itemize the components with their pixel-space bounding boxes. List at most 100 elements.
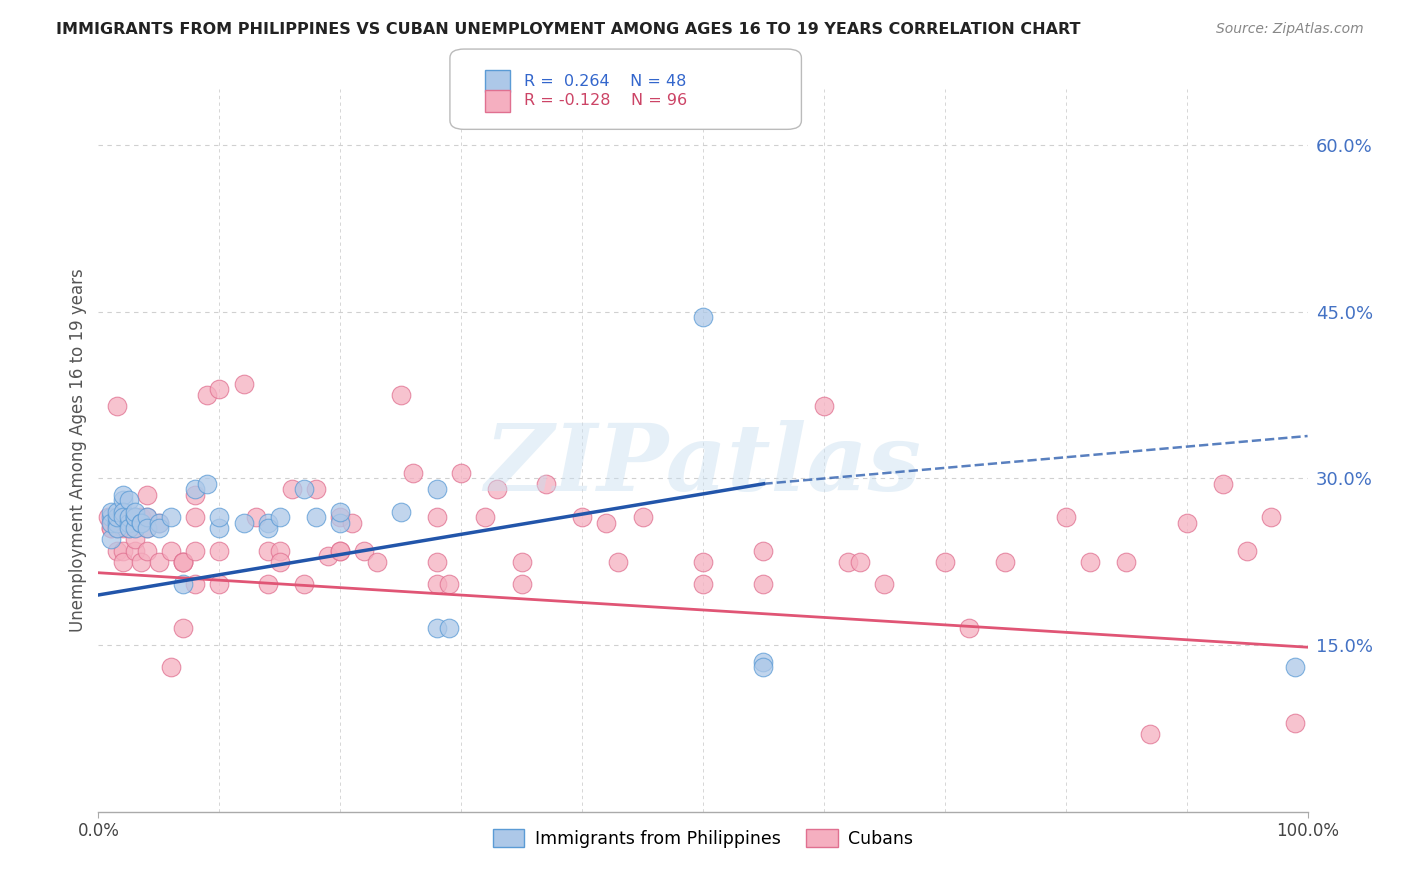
Point (118, 521, 141, 535)
Point (353, 543, 375, 558)
Point (1260, 510, 1282, 524)
Y-axis label: Unemployment Among Ages 16 to 19 years: Unemployment Among Ages 16 to 19 years (69, 268, 87, 632)
Point (184, 488, 207, 502)
Point (329, 543, 352, 558)
Point (172, 621, 194, 635)
Point (195, 388, 218, 402)
Point (208, 521, 231, 535)
Point (195, 476, 218, 491)
Point (692, 577, 714, 591)
Point (426, 510, 449, 524)
Point (366, 555, 388, 569)
Point (124, 521, 146, 535)
Text: R = -0.128    N = 96: R = -0.128 N = 96 (524, 94, 688, 108)
Point (172, 555, 194, 569)
Point (232, 376, 254, 391)
Legend: Immigrants from Philippines, Cubans: Immigrants from Philippines, Cubans (486, 822, 920, 855)
Point (111, 555, 134, 569)
Point (1284, 660, 1306, 674)
Point (172, 555, 194, 569)
Point (124, 505, 146, 519)
Point (292, 577, 315, 591)
Point (437, 577, 460, 591)
Point (873, 577, 896, 591)
Point (105, 521, 128, 535)
Point (1212, 476, 1234, 491)
Point (118, 510, 141, 524)
Point (256, 577, 278, 591)
Point (692, 555, 714, 569)
Point (105, 510, 128, 524)
Text: R =  0.264    N = 48: R = 0.264 N = 48 (524, 74, 686, 88)
Point (135, 488, 157, 502)
Point (184, 543, 207, 558)
Point (813, 399, 835, 413)
Point (305, 483, 328, 497)
Point (111, 488, 134, 502)
Point (111, 493, 134, 508)
Point (208, 382, 231, 396)
Point (111, 543, 134, 558)
Point (105, 510, 128, 524)
Point (752, 660, 775, 674)
Point (105, 399, 128, 413)
Point (129, 516, 152, 530)
Point (281, 483, 304, 497)
Point (269, 543, 291, 558)
Point (118, 516, 141, 530)
Point (256, 516, 278, 530)
Point (256, 543, 278, 558)
Point (752, 577, 775, 591)
Point (426, 483, 449, 497)
Point (994, 555, 1017, 569)
Point (148, 516, 170, 530)
Point (486, 483, 509, 497)
Point (305, 510, 328, 524)
Point (329, 516, 352, 530)
Point (100, 505, 122, 519)
Point (105, 543, 128, 558)
Point (124, 543, 146, 558)
Point (118, 510, 141, 524)
Point (342, 516, 364, 530)
Point (135, 521, 157, 535)
Point (269, 555, 291, 569)
Point (124, 533, 146, 547)
Text: ZIPatlas: ZIPatlas (485, 420, 921, 510)
Point (111, 516, 134, 530)
Point (957, 621, 980, 635)
Point (1078, 555, 1101, 569)
Point (208, 510, 231, 524)
Point (184, 577, 207, 591)
Point (329, 543, 352, 558)
Point (329, 505, 352, 519)
Point (100, 521, 122, 535)
Point (208, 577, 231, 591)
Point (172, 555, 194, 569)
Point (160, 660, 183, 674)
Point (129, 555, 152, 569)
Point (124, 510, 146, 524)
Point (111, 521, 134, 535)
Point (135, 510, 157, 524)
Point (111, 505, 134, 519)
Point (148, 521, 170, 535)
Point (1115, 555, 1137, 569)
Point (510, 555, 533, 569)
Point (450, 466, 472, 480)
Point (105, 521, 128, 535)
Point (292, 483, 315, 497)
Point (510, 577, 533, 591)
Point (752, 655, 775, 669)
Point (837, 555, 859, 569)
Point (100, 516, 122, 530)
Point (849, 555, 872, 569)
Point (934, 555, 956, 569)
Point (100, 510, 122, 524)
Point (1236, 543, 1258, 558)
Point (124, 510, 146, 524)
Point (129, 510, 152, 524)
Point (105, 516, 128, 530)
Point (631, 510, 654, 524)
Point (105, 505, 128, 519)
